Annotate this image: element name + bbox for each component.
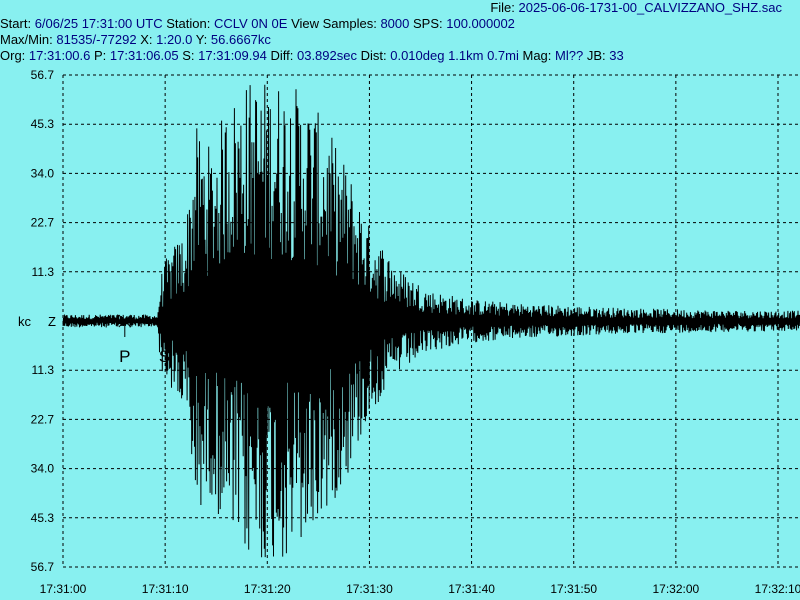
- x-tick-label: 17:32:00: [652, 582, 699, 596]
- y-tick-label: 56.7: [31, 68, 55, 82]
- x-tick-label: 17:31:00: [40, 582, 87, 596]
- maxmin-label: Max/Min:: [0, 32, 53, 47]
- x-tick-label: 17:31:20: [244, 582, 291, 596]
- maxmin-value: 81535/-77292: [56, 32, 137, 47]
- pick-label-s: S: [159, 347, 170, 366]
- y-tick-label: 45.3: [31, 117, 55, 131]
- start-label: Start:: [0, 16, 32, 31]
- channel-label: Z: [48, 314, 56, 329]
- s-value: 17:31:09.94: [198, 48, 267, 63]
- y-scale-value: 56.6667kc: [210, 32, 271, 47]
- dist-label: Dist:: [360, 48, 387, 63]
- mag-label: Mag:: [522, 48, 552, 63]
- x-tick-label: 17:31:40: [448, 582, 495, 596]
- start-value: 6/06/25 17:31:00 UTC: [34, 16, 163, 31]
- org-label: Org:: [0, 48, 26, 63]
- file-name: 2025-06-06-1731-00_CALVIZZANO_SHZ.sac: [518, 0, 783, 15]
- y-tick-label: 34.0: [31, 462, 55, 476]
- station-value: CCLV 0N 0E: [213, 16, 288, 31]
- org-value: 17:31:00.6: [28, 48, 91, 63]
- view-samples-label: View Samples:: [291, 16, 377, 31]
- diff-value: 03.892sec: [296, 48, 357, 63]
- s-label: S:: [182, 48, 195, 63]
- header-line-origin: Org: 17:31:00.6 P: 17:31:06.05 S: 17:31:…: [0, 48, 624, 64]
- y-tick-label: 22.7: [31, 216, 55, 230]
- p-value: 17:31:06.05: [109, 48, 179, 63]
- diff-label: Diff:: [270, 48, 294, 63]
- view-samples-value: 8000: [380, 16, 410, 31]
- pick-label-p: P: [119, 347, 130, 366]
- x-tick-label: 17:31:30: [346, 582, 393, 596]
- y-tick-label: 11.3: [32, 363, 55, 377]
- file-line: File: 2025-06-06-1731-00_CALVIZZANO_SHZ.…: [490, 0, 782, 16]
- x-tick-label: 17:31:50: [550, 582, 597, 596]
- file-label: File:: [490, 0, 515, 15]
- sps-label: SPS:: [412, 16, 443, 31]
- p-label: P:: [94, 48, 107, 63]
- y-tick-label: 22.7: [31, 412, 55, 426]
- seismogram-trace: [62, 84, 800, 558]
- jb-label: JB:: [586, 48, 606, 63]
- x-tick-label: 17:31:10: [142, 582, 189, 596]
- mag-value: Ml??: [555, 48, 584, 63]
- y-tick-label: 34.0: [31, 166, 55, 180]
- y-tick-label: 11.3: [32, 265, 55, 279]
- y-tick-label: 56.7: [31, 560, 55, 574]
- x-scale-value: 1:20.0: [156, 32, 193, 47]
- sps-value: 100.000002: [446, 16, 515, 31]
- y-axis-tick-labels: 56.7 45.3 34.0 22.7 11.3 11.3 22.7 34.0 45.3 56.7: [31, 68, 55, 574]
- station-label: Station:: [166, 16, 211, 31]
- y-axis-unit-label: kc: [18, 314, 32, 329]
- y-tick-label: 45.3: [31, 511, 55, 525]
- x-tick-label: 17:32:10: [755, 582, 800, 596]
- header-line-maxmin: Max/Min: 81535/-77292 X: 1:20.0 Y: 56.66…: [0, 32, 271, 48]
- jb-value: 33: [609, 48, 624, 63]
- dist-value: 0.010deg 1.1km 0.7mi: [390, 48, 519, 63]
- y-scale-label: Y:: [195, 32, 208, 47]
- x-scale-label: X:: [140, 32, 153, 47]
- x-axis-tick-labels: 17:31:00 17:31:10 17:31:20 17:31:30 17:31:40…: [40, 582, 800, 596]
- header-line-start: Start: 6/06/25 17:31:00 UTC Station: CCL…: [0, 16, 515, 32]
